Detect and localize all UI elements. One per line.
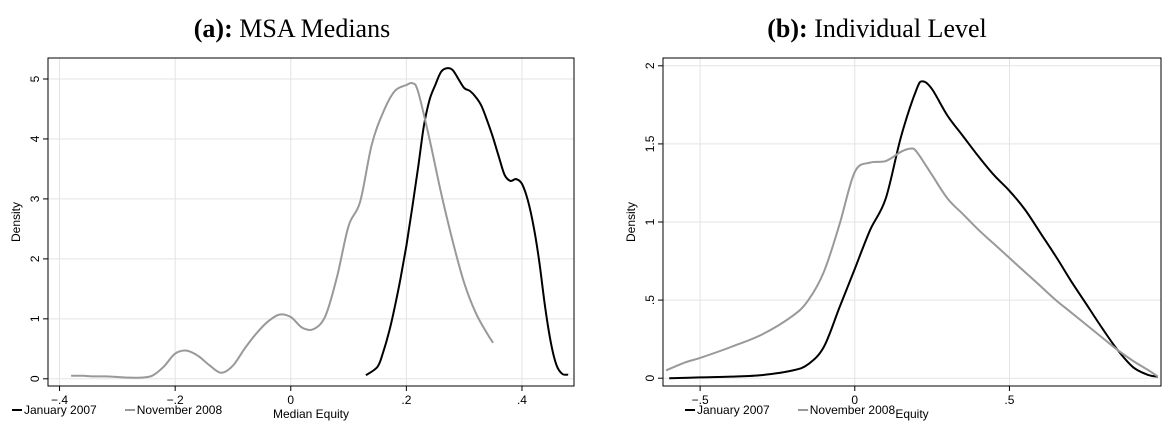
xtick-label-b-0: −.5	[692, 393, 709, 407]
legend-a: January 2007 November 2008	[12, 403, 250, 417]
legend-b: January 2007 November 2008	[685, 403, 923, 417]
chart-svg-a: −.4 −.2 0 .2 .4 0 1 2 3 4 5 Median Equity Density	[9, 57, 575, 421]
ytick-label-a-4: 4	[28, 135, 42, 142]
legend-label-b-0: January 2007	[697, 403, 770, 417]
xtick-label-b-2: .5	[1004, 393, 1014, 407]
ytick-label-a-1: 1	[28, 315, 42, 322]
ytick-label-a-3: 3	[28, 195, 42, 202]
chart-panel-b: (b): Individual Level −.5 0 .5 0 .5 1 1.5 2 Equi…	[585, 0, 1169, 445]
series-line-a-1	[71, 81, 494, 379]
legend-swatch-b-0	[685, 409, 695, 411]
plot-frame-a	[47, 57, 575, 387]
xtick-label-a-2: 0	[287, 393, 294, 407]
xaxis-label-b: Equity	[895, 407, 928, 421]
yaxis-label-b: Density	[624, 202, 638, 242]
series-line-b-0	[669, 80, 1159, 380]
xaxis-label-a: Median Equity	[273, 407, 349, 421]
ytick-label-b-3: 1.5	[643, 135, 657, 152]
ytick-label-b-2: 1	[643, 218, 657, 225]
chart-title-a-label: (a):	[193, 14, 233, 43]
legend-item-b-0: January 2007	[685, 403, 770, 417]
legend-label-a-0: January 2007	[24, 403, 97, 417]
xtick-label-a-0: −.4	[51, 393, 68, 407]
xtick-label-a-4: .4	[517, 393, 527, 407]
legend-swatch-a-0	[12, 409, 22, 411]
yaxis-label-a: Density	[9, 202, 23, 242]
ytick-label-b-0: 0	[643, 375, 657, 382]
ytick-label-b-4: 2	[643, 62, 657, 69]
xtick-label-b-1: 0	[851, 393, 858, 407]
chart-title-a-text: MSA Medians	[239, 14, 391, 43]
legend-item-a-1: November 2008	[124, 403, 223, 417]
legend-item-a-0: January 2007	[12, 403, 97, 417]
chart-title-b-text: Individual Level	[814, 14, 987, 43]
ytick-label-b-1: .5	[643, 295, 657, 305]
chart-title-b: (b): Individual Level	[585, 14, 1169, 44]
xtick-label-a-1: −.2	[167, 393, 184, 407]
legend-label-b-1: November 2008	[809, 403, 896, 417]
chart-title-a: (a): MSA Medians	[0, 14, 584, 44]
series-line-b-1	[665, 147, 1159, 378]
ytick-label-a-0: 0	[28, 375, 42, 382]
xtick-label-a-3: .2	[401, 393, 411, 407]
series-line-a-0	[365, 67, 569, 377]
chart-title-b-label: (b):	[767, 14, 808, 43]
ytick-label-a-2: 2	[28, 255, 42, 262]
legend-swatch-b-1	[797, 409, 808, 411]
ytick-label-a-5: 5	[28, 75, 42, 82]
chart-panel-a: (a): MSA Medians −.4 −.2 0 .2 .4 0 1 2 3 4 5 Median…	[0, 0, 584, 445]
legend-label-a-1: November 2008	[136, 403, 223, 417]
legend-swatch-a-1	[124, 409, 135, 411]
chart-svg-b: −.5 0 .5 0 .5 1 1.5 2 Equity Density	[624, 57, 1162, 421]
legend-item-b-1: November 2008	[797, 403, 896, 417]
